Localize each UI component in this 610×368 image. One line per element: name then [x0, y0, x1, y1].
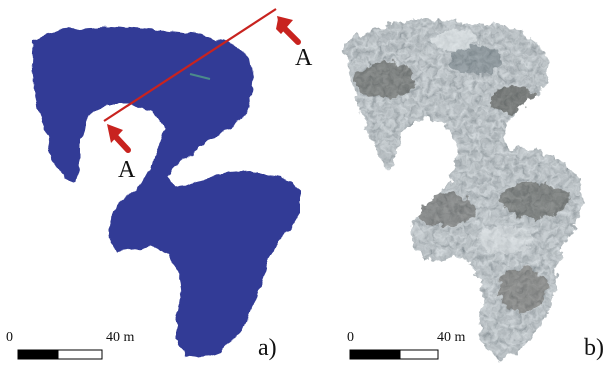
scale-start-label: 0 — [6, 330, 13, 345]
blue-map-figure — [17, 8, 301, 360]
arrow-icon — [107, 124, 131, 153]
arrow-icon — [276, 16, 301, 45]
scale-bar — [17, 349, 103, 360]
section-marker-label: A — [118, 157, 136, 183]
section-line-a — [103, 8, 277, 122]
panel-label-a: a) — [258, 335, 277, 361]
surface-streak — [189, 73, 211, 80]
scale-start-label: 0 — [347, 330, 354, 345]
panel-b: 0 40 m b) — [305, 0, 610, 368]
scale-bar — [349, 349, 439, 360]
map-silhouette — [32, 26, 300, 358]
scale-end-label: 40 m — [106, 330, 135, 345]
texture-silhouette — [343, 18, 583, 360]
scale-end-label: 40 m — [437, 330, 466, 345]
panel-label-b: b) — [584, 335, 604, 361]
texture-map-figure — [343, 18, 583, 360]
section-marker-label: A — [295, 45, 313, 71]
panel-a: A A 0 40 m a) — [6, 8, 312, 361]
